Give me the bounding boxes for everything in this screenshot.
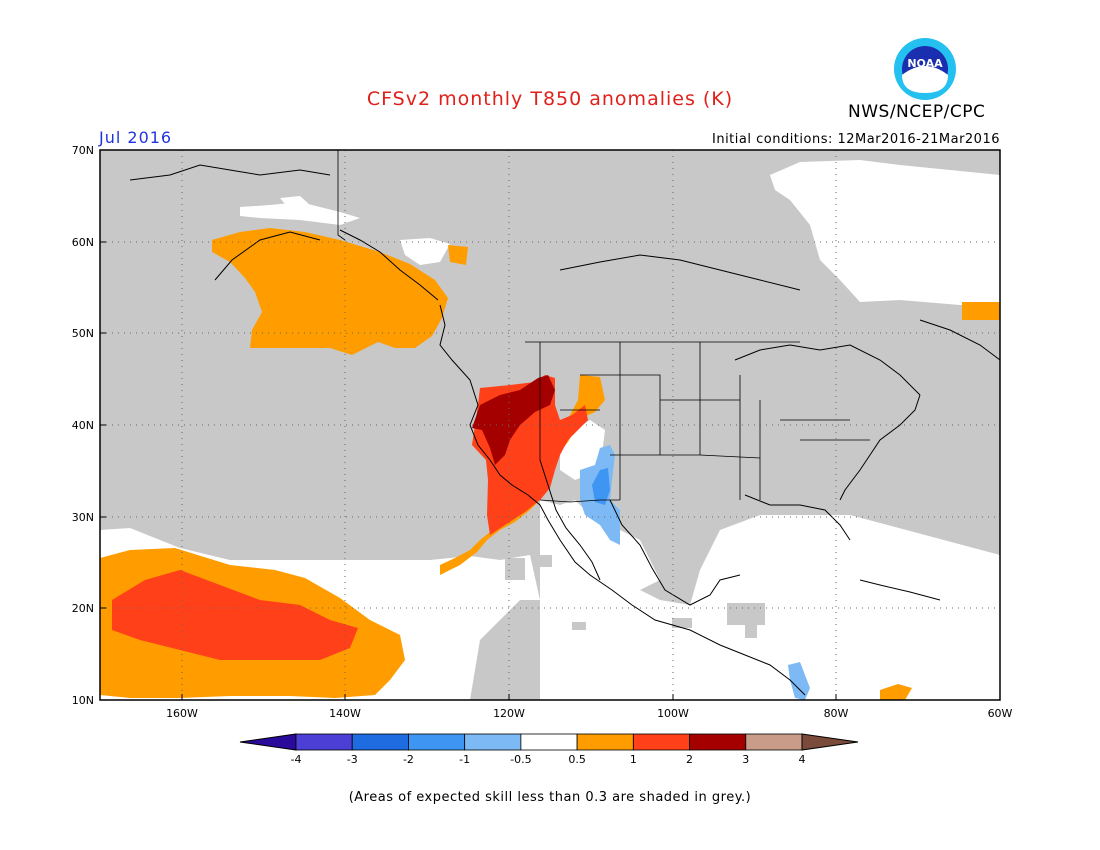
lat-label: 40N [72,419,94,432]
colorbar-bin [295,733,353,751]
colorbar-tick-label: -1 [459,753,470,766]
lon-label: 80W [824,707,849,720]
lat-label: 70N [72,144,94,157]
colorbar-bin [464,733,522,751]
colorbar-arrow-high [801,733,859,751]
map-title: CFSv2 monthly T850 anomalies (K) [366,88,734,110]
latitude-ticks [100,241,106,609]
forecast-month-label: Jul 2016 [99,128,173,147]
colorbar-tick-label: 1 [630,753,637,766]
graticule [100,150,1000,700]
colorbar: -4 -3 -2 -1 -0.5 0.5 1 2 3 4 [239,733,859,766]
colorbar-tick-label: -4 [291,753,302,766]
lon-label: 120W [493,707,525,720]
coastlines [129,164,1000,696]
colorbar-bin [689,733,747,751]
lon-label: 160W [166,707,198,720]
colorbar-tick-label: 2 [686,753,693,766]
lon-label: 60W [988,707,1013,720]
latitude-axis: 70N 60N 50N 40N 30N 20N 10N [72,144,94,707]
colorbar-bin [576,733,634,751]
anomaly-2-to-3 [472,375,555,465]
colorbar-bin [520,733,578,751]
colorbar-tick-label: 3 [742,753,749,766]
colorbar-tick-label: -0.5 [510,753,531,766]
lat-label: 30N [72,511,94,524]
skill-footnote: (Areas of expected skill less than 0.3 a… [348,790,752,805]
colorbar-tick-label: 4 [799,753,806,766]
agency-label: NWS/NCEP/CPC [848,102,986,122]
colorbar-bin [408,733,466,751]
anomaly-neg-1-to-neg-2 [592,468,610,505]
colorbar-bin [745,733,803,751]
colorbar-tick-label: 0.5 [568,753,586,766]
lon-label: 140W [329,707,361,720]
initial-conditions-label: Initial conditions: 12Mar2016-21Mar2016 [712,132,1000,147]
colorbar-arrow-low [239,733,297,751]
longitude-axis: 160W 140W 120W 100W 80W 60W [166,707,1012,720]
colorbar-tick-label: -3 [347,753,358,766]
colorbar-bin [351,733,409,751]
colorbar-tick-label: -2 [403,753,414,766]
colorbar-bin [632,733,690,751]
longitude-ticks [181,694,837,700]
map-field [100,150,1000,700]
lat-label: 20N [72,602,94,615]
noaa-logo-icon: NOAA [894,38,956,100]
logo-text: NOAA [907,57,943,70]
lon-label: 100W [657,707,689,720]
lat-label: 50N [72,327,94,340]
lat-label: 60N [72,236,94,249]
political-borders [337,150,870,503]
lat-label: 10N [72,694,94,707]
